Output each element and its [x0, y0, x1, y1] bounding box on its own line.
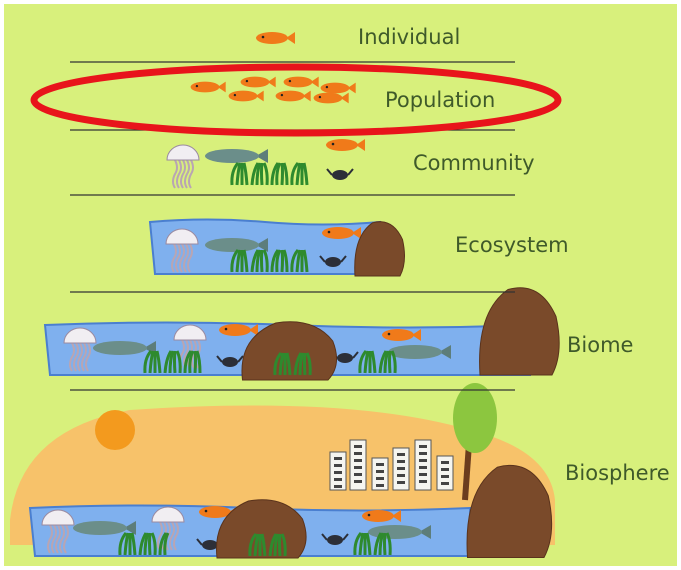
fish [314, 93, 343, 104]
fish-eye [368, 514, 371, 517]
grass [150, 533, 151, 555]
fish-eye [332, 143, 335, 146]
fish [219, 324, 251, 336]
window [419, 473, 427, 476]
fish-eye [328, 231, 331, 234]
window [397, 474, 405, 477]
window [334, 471, 342, 474]
window [354, 445, 362, 448]
grass [262, 250, 263, 272]
level-label: Biome [567, 333, 633, 357]
window [441, 482, 449, 485]
crab [337, 353, 353, 363]
window [354, 466, 362, 469]
level-label: Biosphere [565, 461, 670, 485]
window [376, 463, 384, 466]
fish [256, 32, 288, 44]
grass [175, 351, 176, 373]
tree-crown [453, 383, 497, 453]
fish-eye [205, 510, 208, 513]
ecology-levels-diagram: Individual Population Community Ecosyste… [0, 0, 681, 570]
window [419, 459, 427, 462]
fish-eye [246, 80, 248, 82]
window [397, 467, 405, 470]
fish [199, 506, 231, 518]
grass [282, 163, 283, 185]
page: {"levels": [ {"label": "Individual"}, {"… [0, 0, 681, 570]
grass [305, 353, 306, 375]
fish [276, 91, 305, 102]
window [354, 459, 362, 462]
crab [202, 540, 218, 550]
window [376, 477, 384, 480]
window [397, 460, 405, 463]
window [354, 452, 362, 455]
fish [321, 83, 350, 94]
crab [327, 535, 343, 545]
fish-eye [319, 96, 321, 98]
grass [390, 351, 391, 373]
level-label: Individual [358, 25, 460, 49]
fish-eye [225, 328, 228, 331]
fish-eye [281, 94, 283, 96]
fish [326, 139, 358, 151]
window [334, 485, 342, 488]
window [397, 481, 405, 484]
grass [262, 163, 263, 185]
sun [95, 410, 135, 450]
fish-eye [234, 94, 236, 96]
level-label: Population [385, 88, 495, 112]
window [441, 468, 449, 471]
window [419, 445, 427, 448]
window [441, 475, 449, 478]
fish [93, 341, 147, 355]
fish-eye [262, 36, 265, 39]
fish-eye [196, 85, 198, 87]
window [354, 480, 362, 483]
fish [388, 345, 442, 359]
fish-eye [388, 333, 391, 336]
fish [205, 149, 259, 163]
window [334, 478, 342, 481]
crab [332, 170, 348, 180]
window [376, 470, 384, 473]
crab [222, 357, 238, 367]
window [354, 473, 362, 476]
window [397, 453, 405, 456]
window [376, 484, 384, 487]
window [419, 452, 427, 455]
grass [195, 351, 196, 373]
window [334, 464, 342, 467]
fish [241, 77, 270, 88]
grass [282, 250, 283, 272]
crab [325, 257, 341, 267]
fish [362, 510, 394, 522]
window [441, 461, 449, 464]
grass [385, 533, 386, 555]
fish [191, 82, 220, 93]
fish [322, 227, 354, 239]
window [419, 480, 427, 483]
window [334, 457, 342, 460]
window [419, 466, 427, 469]
fish [368, 525, 422, 539]
fish-eye [289, 80, 291, 82]
fish [382, 329, 414, 341]
fish [205, 238, 259, 252]
level-label: Ecosystem [455, 233, 569, 257]
fish [284, 77, 313, 88]
fish-eye [326, 86, 328, 88]
level-label: Community [413, 151, 535, 175]
fish [229, 91, 258, 102]
fish [73, 521, 127, 535]
grass [280, 534, 281, 556]
